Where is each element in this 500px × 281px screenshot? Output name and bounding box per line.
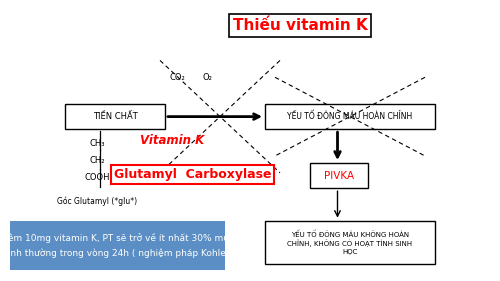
Text: YẾU TỐ ĐÔNG MÁU KHÔNG HOÀN
CHỈNH, KHÔNG CÓ HOẠT TÍNH SINH
HỌC: YẾU TỐ ĐÔNG MÁU KHÔNG HOÀN CHỈNH, KHÔNG … — [288, 231, 412, 254]
Text: Vitamin K: Vitamin K — [140, 134, 204, 147]
Text: COOH: COOH — [85, 173, 110, 182]
Text: CH₃: CH₃ — [90, 139, 105, 148]
FancyBboxPatch shape — [265, 221, 435, 264]
Text: TIỀN CHẤT: TIỀN CHẤT — [92, 112, 138, 121]
FancyBboxPatch shape — [65, 104, 165, 129]
Text: YẾU TỐ ĐÔNG MÁU HOÀN CHỈNH: YẾU TỐ ĐÔNG MÁU HOÀN CHỈNH — [288, 112, 412, 121]
Text: CH₂: CH₂ — [90, 156, 105, 165]
Text: O₂: O₂ — [202, 73, 212, 82]
Text: Góc Glutamyl (*glu*): Góc Glutamyl (*glu*) — [58, 196, 138, 206]
Text: Thiếu vitamin K: Thiếu vitamin K — [232, 18, 368, 33]
Text: PIVKA: PIVKA — [324, 171, 354, 181]
Text: CO₂: CO₂ — [170, 73, 186, 82]
FancyBboxPatch shape — [265, 104, 435, 129]
Text: Glutamyl  Carboxylase: Glutamyl Carboxylase — [114, 168, 271, 181]
Text: Tiêm 10mg vitamin K, PT sẽ trở về ít nhất 30% mức
bình thường trong vòng 24h ( n: Tiêm 10mg vitamin K, PT sẽ trở về ít nhấ… — [0, 233, 234, 258]
FancyBboxPatch shape — [310, 163, 368, 188]
FancyBboxPatch shape — [10, 221, 225, 270]
